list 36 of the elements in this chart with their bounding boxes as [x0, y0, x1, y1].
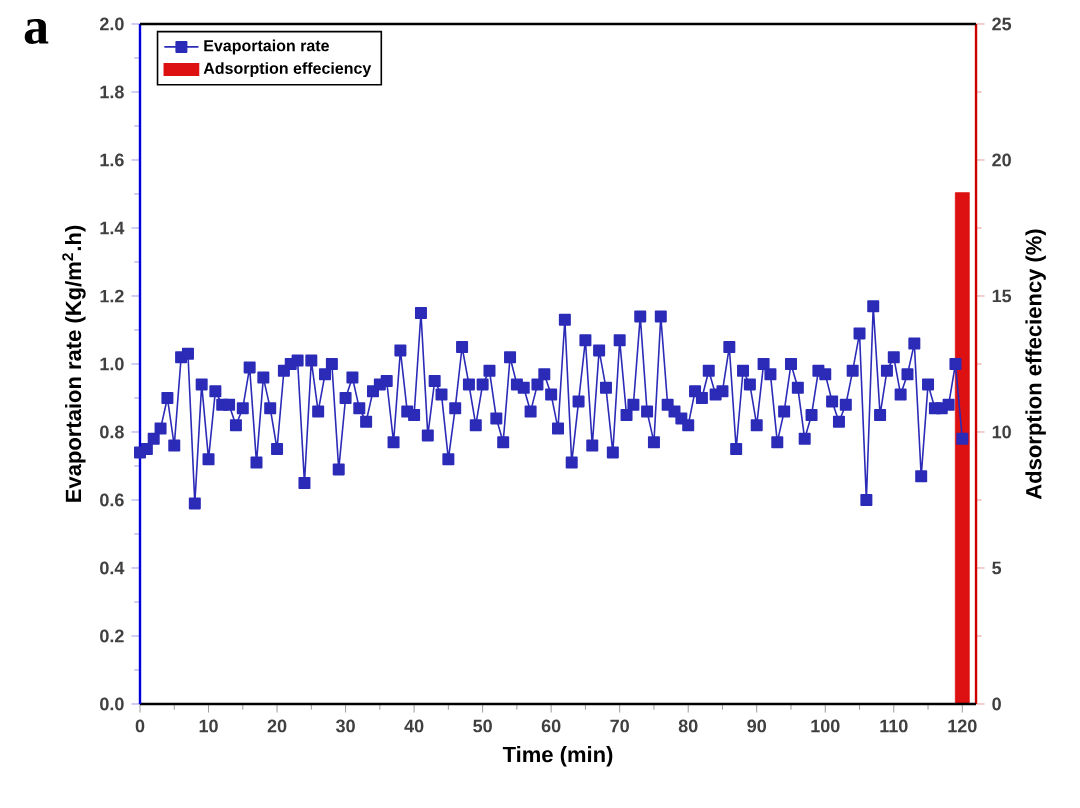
- x-axis-title: Time (min): [502, 746, 613, 767]
- y-tick-label: 0.4: [100, 561, 125, 575]
- x-tick-label: 70: [610, 719, 629, 733]
- x-tick-label: 0: [135, 719, 145, 733]
- y2-tick-label: 5: [992, 561, 1002, 575]
- y-axis-title: Evaportaion rate (Kg/m$^{2}$.h): [62, 225, 86, 502]
- text: a: [24, 19, 49, 44]
- y-tick-label: 2.0: [100, 17, 124, 31]
- x-tick-label: 20: [267, 719, 287, 733]
- x-tick-label: 10: [199, 719, 218, 733]
- y-tick-label: 1.2: [100, 289, 124, 303]
- y-tick-label: 1.6: [100, 153, 124, 167]
- x-tick-label: 120: [948, 719, 977, 733]
- y2-tick-label: 0: [992, 697, 1001, 711]
- y-tick-label: 0.8: [100, 425, 124, 439]
- y-tick-label: 1.8: [100, 85, 124, 99]
- x-tick-label: 60: [541, 719, 561, 733]
- y-tick-label: 1.0: [100, 357, 124, 371]
- x-tick-label: 100: [811, 719, 840, 733]
- x-tick-label: 90: [747, 719, 767, 733]
- x-tick-label: 80: [678, 719, 698, 733]
- x-tick-label: 40: [404, 719, 424, 733]
- x-tick-label: 50: [473, 719, 492, 733]
- y-tick-label: 0.6: [100, 493, 124, 507]
- y-tick-label: 0.2: [100, 629, 124, 643]
- y2-axis-title: Adsorption effeciency (%): [1025, 229, 1046, 500]
- y2-tick-label: 10: [992, 425, 1011, 439]
- y2-tick-label: 20: [992, 153, 1011, 167]
- x-tick-label: 110: [880, 719, 908, 733]
- legend-label: Evaportaion rate: [204, 39, 329, 55]
- y-tick-label: 1.4: [100, 221, 125, 235]
- x-tick-label: 30: [335, 719, 355, 733]
- y2-tick-label: 25: [992, 17, 1012, 31]
- y-tick-label: 0.0: [100, 697, 124, 711]
- y2-tick-label: 15: [992, 289, 1012, 303]
- legend-label: Adsorption effeciency: [203, 62, 372, 78]
